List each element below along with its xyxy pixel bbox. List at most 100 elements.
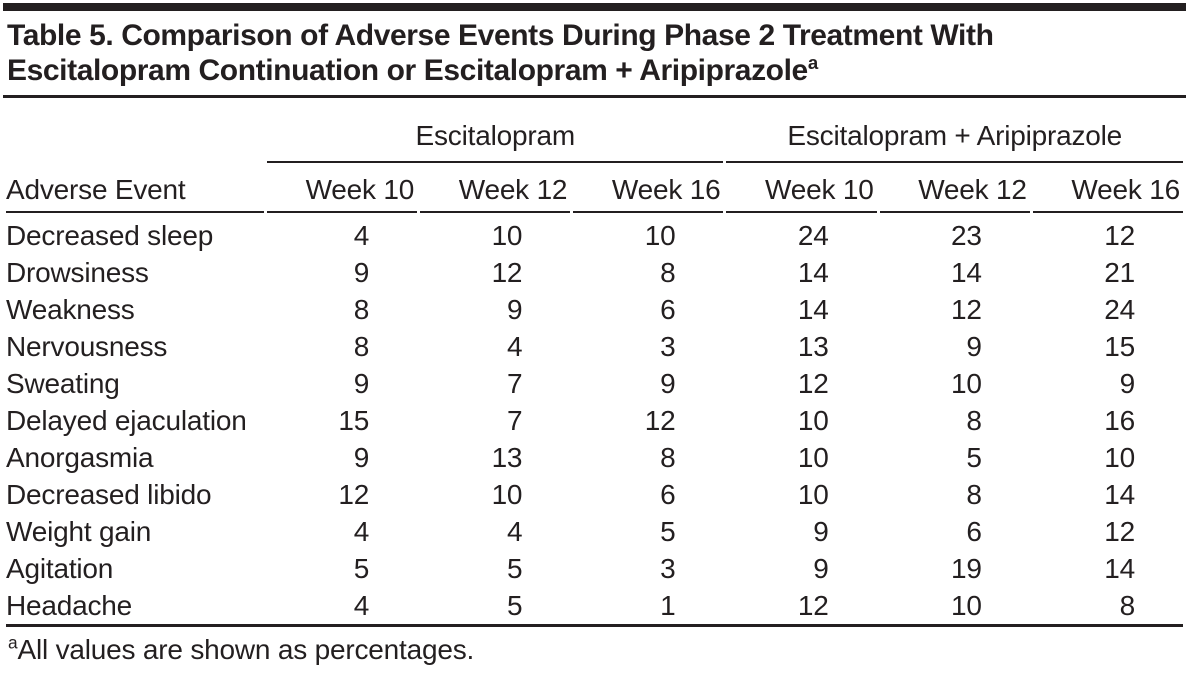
- table-row: Delayed ejaculation 15 7 12 10 8 16: [6, 402, 1183, 439]
- table-row: Headache 4 5 1 12 10 8: [6, 587, 1183, 624]
- corner-blank-cell: [6, 98, 264, 163]
- column-header-row: Adverse Event Week 10 Week 12 Week 16 We…: [6, 163, 1183, 213]
- value-cell: 4: [353, 515, 370, 547]
- value-cell: 8: [353, 293, 370, 325]
- adverse-event-label: Decreased libido: [6, 478, 212, 510]
- value-cell: 9: [1119, 367, 1136, 399]
- value-cell: 13: [491, 441, 523, 473]
- col-header-esc-week12: Week 12: [420, 163, 571, 213]
- footnote-marker: a: [8, 632, 18, 653]
- value-cell: 14: [951, 256, 982, 288]
- title-footnote-marker: a: [807, 52, 818, 73]
- value-cell: 19: [951, 552, 982, 584]
- value-cell: 23: [951, 219, 982, 251]
- value-cell: 5: [660, 515, 676, 547]
- adverse-event-label: Sweating: [6, 367, 120, 399]
- value-cell: 9: [353, 367, 370, 399]
- table-title: Table 5. Comparison of Adverse Events Du…: [7, 18, 1184, 88]
- value-cell: 4: [506, 515, 523, 547]
- value-cell: 15: [1104, 330, 1135, 362]
- value-cell: 15: [338, 404, 370, 436]
- value-cell: 12: [1104, 219, 1135, 251]
- value-cell: 3: [660, 330, 676, 362]
- adverse-event-label: Weight gain: [6, 515, 152, 547]
- value-cell: 12: [644, 404, 676, 436]
- value-cell: 10: [951, 367, 982, 399]
- value-cell: 12: [951, 293, 982, 325]
- value-cell: 6: [660, 478, 676, 510]
- value-cell: 10: [491, 478, 523, 510]
- table-row: Sweating 9 7 9 12 10 9: [6, 365, 1183, 402]
- value-cell: 8: [660, 256, 676, 288]
- col-header-esc-week16: Week 16: [573, 163, 724, 213]
- value-cell: 12: [491, 256, 523, 288]
- value-cell: 13: [797, 330, 829, 362]
- value-cell: 7: [506, 404, 523, 436]
- value-cell: 16: [1104, 404, 1135, 436]
- adverse-event-label: Anorgasmia: [6, 441, 154, 473]
- value-cell: 5: [966, 441, 982, 473]
- table-row: Weakness 8 9 6 14 12 24: [6, 291, 1183, 328]
- value-cell: 4: [353, 219, 370, 251]
- adverse-event-label: Weakness: [6, 293, 135, 325]
- group-header-escitalopram: Escitalopram: [267, 98, 724, 163]
- adverse-event-label: Agitation: [6, 552, 114, 584]
- value-cell: 14: [797, 293, 829, 325]
- value-cell: 12: [797, 367, 829, 399]
- value-cell: 6: [660, 293, 676, 325]
- value-cell: 9: [353, 441, 370, 473]
- group-header-escitalopram-aripiprazole: Escitalopram + Aripiprazole: [726, 98, 1183, 163]
- value-cell: 8: [353, 330, 370, 362]
- table-title-line2: Escitalopram Continuation or Escitalopra…: [7, 53, 1184, 88]
- table-row: Drowsiness 9 12 8 14 14 21: [6, 254, 1183, 291]
- group-header-row: Escitalopram Escitalopram + Aripiprazole: [6, 98, 1183, 163]
- table-row: Weight gain 4 4 5 9 6 12: [6, 513, 1183, 550]
- table-row: Decreased sleep 4 10 10 24 23 12: [6, 213, 1183, 254]
- value-cell: 8: [966, 478, 982, 510]
- col-header-ari-week10: Week 10: [726, 163, 877, 213]
- value-cell: 24: [1104, 293, 1135, 325]
- value-cell: 9: [353, 256, 370, 288]
- value-cell: 9: [966, 330, 982, 362]
- value-cell: 21: [1104, 256, 1135, 288]
- col-header-adverse-event: Adverse Event: [6, 163, 264, 213]
- value-cell: 9: [660, 367, 676, 399]
- top-rule-bar: [3, 3, 1186, 11]
- table-title-line1: Table 5. Comparison of Adverse Events Du…: [7, 19, 994, 52]
- value-cell: 6: [966, 515, 982, 547]
- footnote-cell: aAll values are shown as percentages.: [6, 624, 1183, 676]
- title-divider-rule: [3, 95, 1186, 98]
- value-cell: 10: [491, 219, 523, 251]
- value-cell: 10: [797, 404, 829, 436]
- table-row: Decreased libido 12 10 6 10 8 14: [6, 476, 1183, 513]
- col-header-esc-week10: Week 10: [267, 163, 418, 213]
- footnote-text: All values are shown as percentages.: [17, 634, 475, 665]
- col-header-ari-week16: Week 16: [1032, 163, 1183, 213]
- value-cell: 9: [506, 293, 523, 325]
- value-cell: 7: [506, 367, 523, 399]
- value-cell: 4: [353, 589, 370, 621]
- value-cell: 8: [1119, 589, 1136, 621]
- adverse-event-label: Drowsiness: [6, 256, 149, 288]
- adverse-event-label: Nervousness: [6, 330, 168, 362]
- value-cell: 24: [797, 219, 829, 251]
- table-row: Agitation 5 5 3 9 19 14: [6, 550, 1183, 587]
- value-cell: 9: [813, 515, 829, 547]
- value-cell: 5: [506, 552, 523, 584]
- value-cell: 14: [1104, 478, 1135, 510]
- value-cell: 5: [506, 589, 523, 621]
- adverse-event-label: Delayed ejaculation: [6, 404, 247, 436]
- value-cell: 3: [660, 552, 676, 584]
- value-cell: 4: [506, 330, 523, 362]
- value-cell: 14: [1104, 552, 1135, 584]
- value-cell: 8: [966, 404, 982, 436]
- value-cell: 14: [797, 256, 829, 288]
- value-cell: 5: [353, 552, 370, 584]
- table-row: Anorgasmia 9 13 8 10 5 10: [6, 439, 1183, 476]
- value-cell: 8: [660, 441, 676, 473]
- value-cell: 1: [660, 589, 676, 621]
- value-cell: 12: [338, 478, 370, 510]
- value-cell: 10: [797, 478, 829, 510]
- adverse-event-label: Decreased sleep: [6, 219, 214, 251]
